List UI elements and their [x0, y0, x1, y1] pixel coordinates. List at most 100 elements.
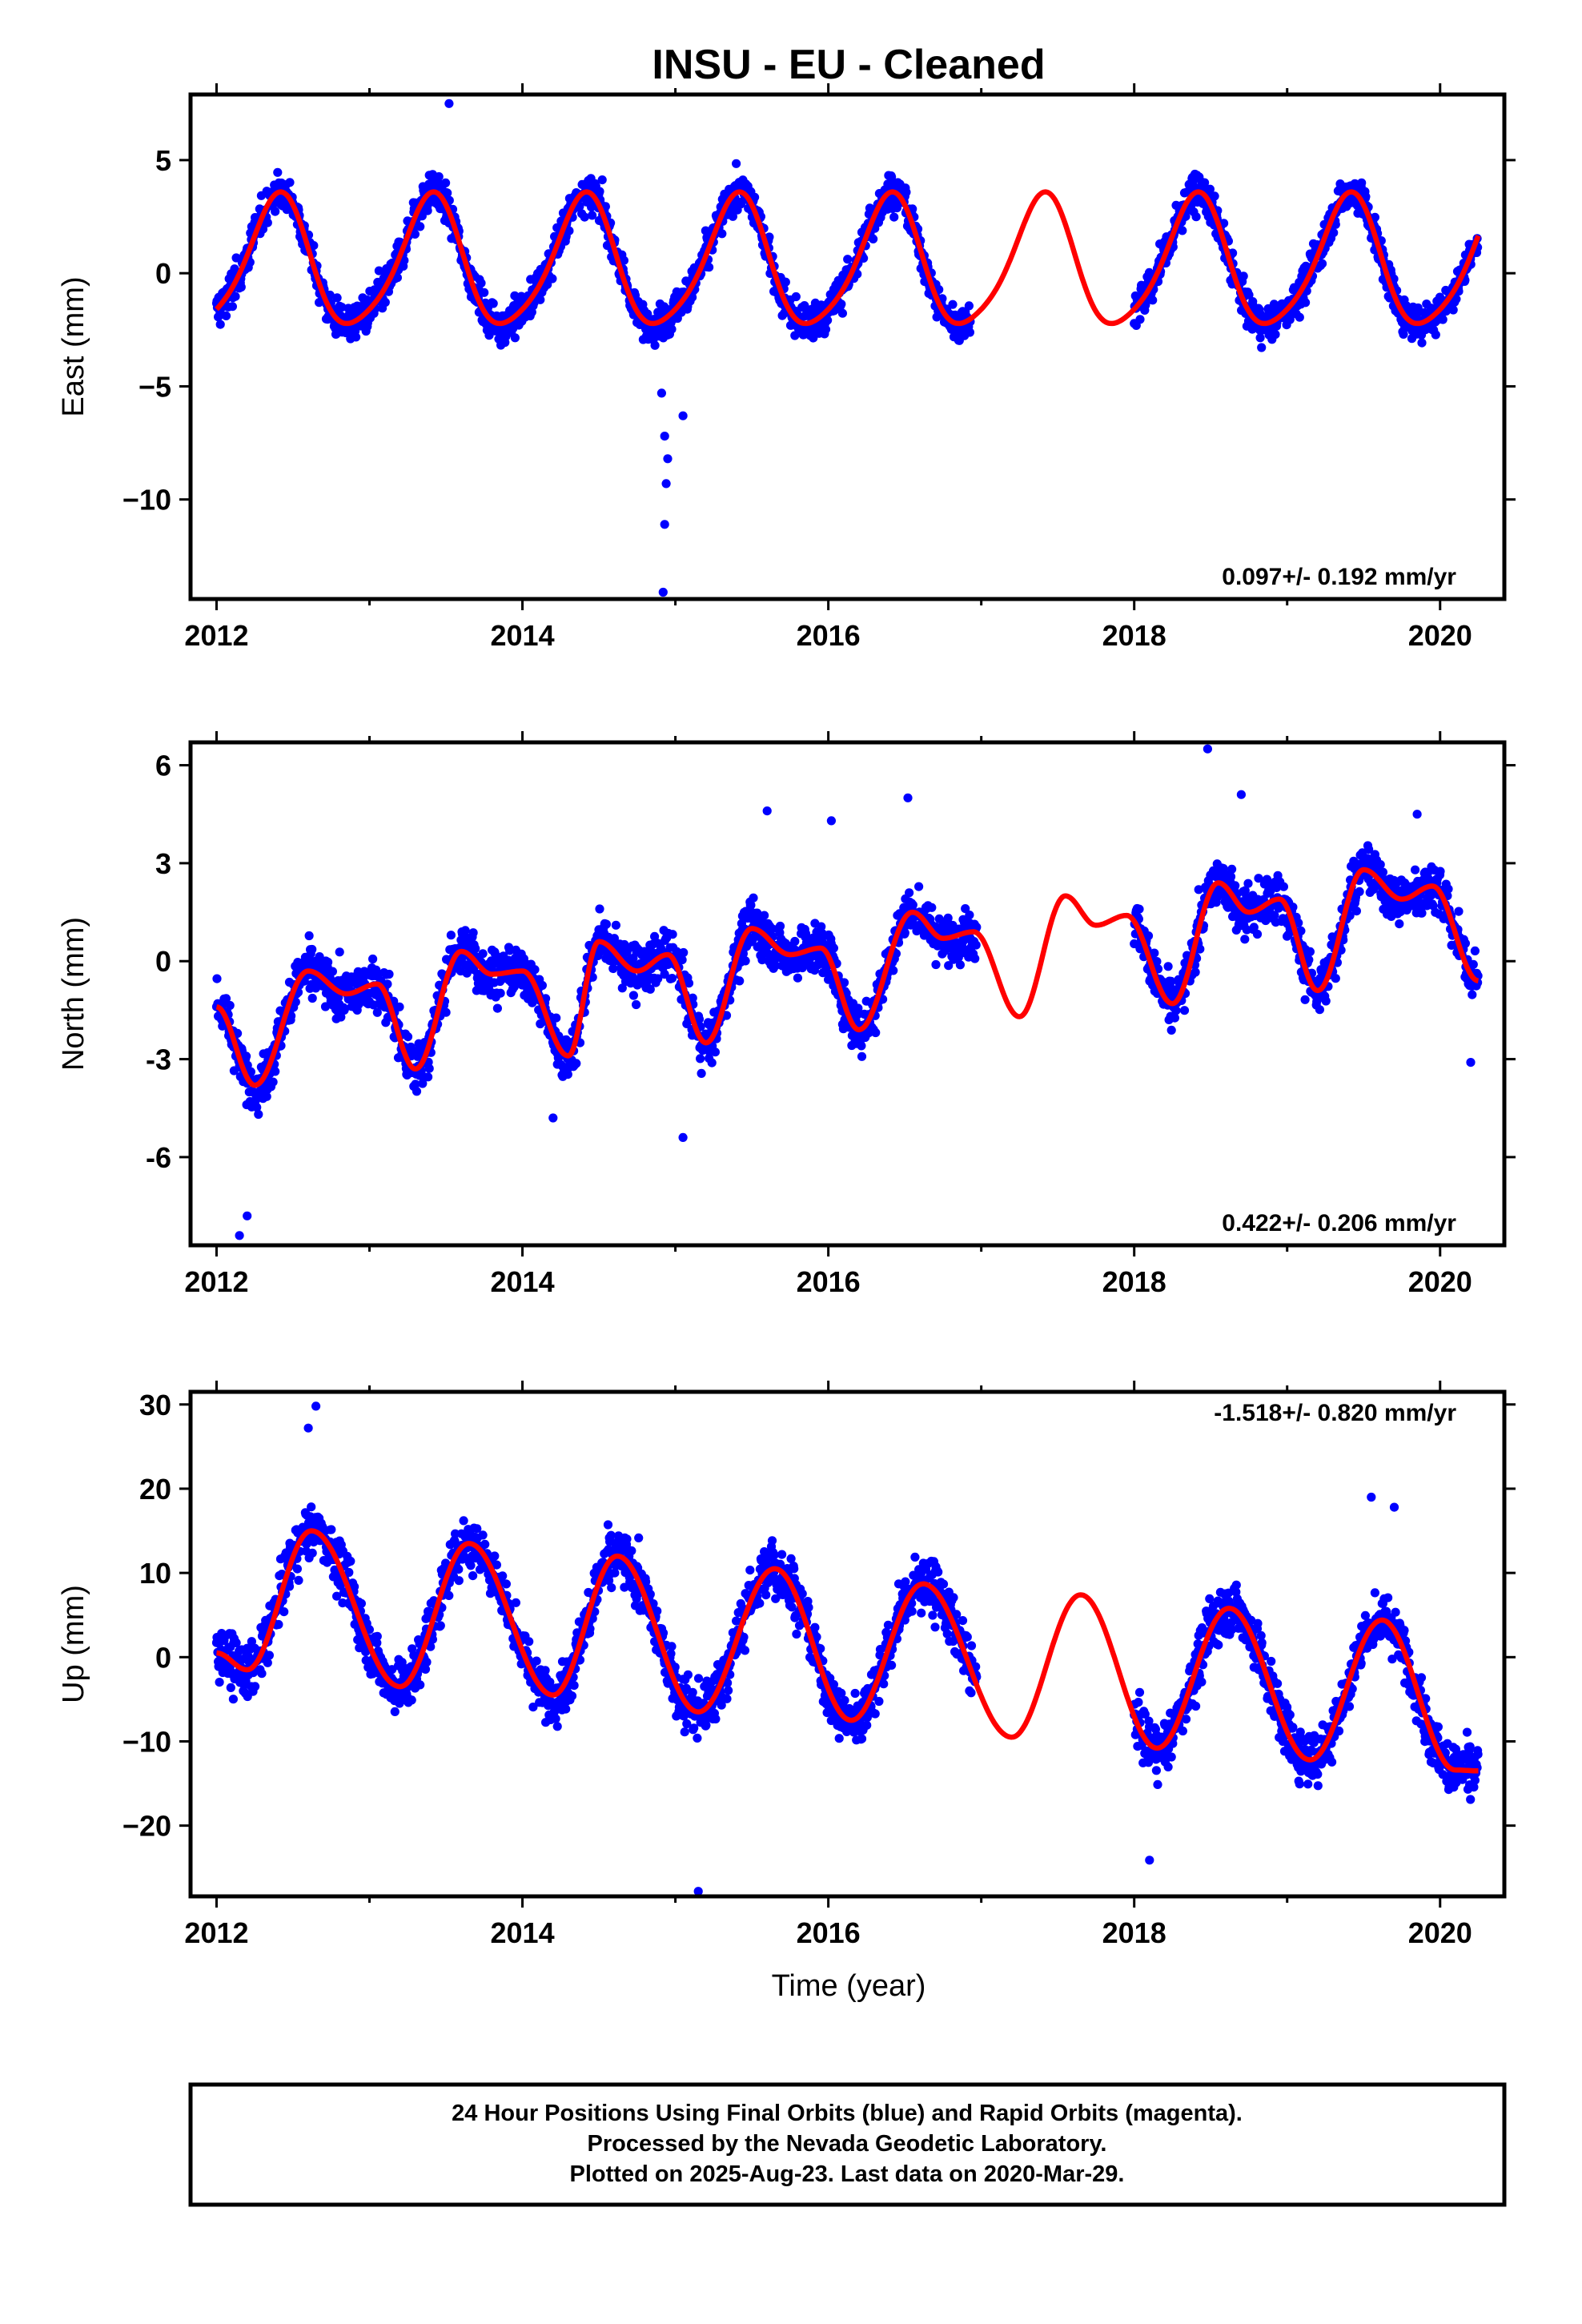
data-point	[1351, 907, 1361, 916]
data-point	[268, 1077, 278, 1087]
chart-title: INSU - EU - Cleaned	[652, 42, 1045, 88]
outlier-point	[1236, 790, 1246, 799]
data-point	[1417, 908, 1427, 918]
east-rate-annotation: 0.097+/- 0.192 mm/yr	[1222, 564, 1456, 590]
data-point	[339, 1004, 350, 1014]
outlier-point	[678, 411, 688, 420]
data-point	[653, 974, 663, 983]
data-point	[707, 1058, 717, 1068]
data-point	[667, 974, 677, 983]
data-point	[617, 983, 627, 993]
outlier-point	[235, 1231, 244, 1240]
data-point	[1417, 338, 1427, 348]
data-point	[1195, 944, 1205, 954]
data-point	[424, 1063, 434, 1073]
outlier-point	[661, 479, 671, 489]
data-point	[1431, 330, 1440, 340]
data-point	[1361, 192, 1371, 202]
data-point	[233, 1028, 243, 1038]
data-point	[423, 206, 432, 215]
data-point	[492, 1003, 503, 1013]
data-point	[793, 973, 803, 983]
data-point	[344, 1567, 354, 1578]
data-point	[307, 1548, 317, 1558]
data-point	[790, 936, 800, 947]
data-point	[384, 969, 394, 979]
data-point	[510, 333, 520, 343]
data-point	[257, 1669, 267, 1679]
data-point	[543, 279, 552, 289]
data-point	[412, 1087, 422, 1096]
data-point	[710, 1047, 721, 1057]
data-point	[721, 1011, 732, 1020]
data-point	[857, 1041, 866, 1051]
outlier-point	[826, 816, 836, 826]
data-point	[374, 266, 383, 275]
outlier-point	[1466, 1058, 1476, 1068]
data-point	[771, 961, 781, 971]
data-point	[287, 1011, 296, 1021]
data-point	[392, 273, 402, 283]
data-point	[705, 263, 714, 272]
east-model-curve	[215, 189, 1481, 327]
data-point	[961, 904, 970, 914]
data-point	[327, 967, 337, 976]
data-point	[1205, 184, 1215, 194]
data-point	[1171, 1006, 1181, 1015]
data-point	[478, 949, 488, 959]
data-point	[965, 328, 974, 337]
data-point	[1166, 976, 1176, 986]
data-point	[869, 234, 878, 243]
data-point	[1355, 887, 1364, 896]
data-point	[1304, 955, 1314, 965]
data-point	[1210, 191, 1219, 201]
data-point	[650, 340, 660, 350]
data-point	[1152, 957, 1162, 967]
data-point	[1448, 305, 1458, 315]
outlier-point	[1203, 744, 1212, 754]
data-point	[694, 1015, 705, 1024]
data-point	[395, 1002, 404, 1011]
data-point	[608, 963, 618, 974]
data-point	[1370, 212, 1379, 222]
data-point	[738, 949, 749, 959]
data-point	[1460, 939, 1470, 948]
data-point	[1305, 947, 1315, 956]
data-point	[871, 1027, 881, 1038]
outlier-point	[903, 793, 913, 802]
data-point	[1378, 867, 1387, 877]
y-tick-label: 0	[155, 257, 171, 290]
data-point	[530, 965, 540, 975]
data-point	[609, 934, 620, 943]
data-point	[628, 991, 639, 1000]
outlier-point	[658, 587, 668, 597]
outlier-point	[656, 388, 667, 398]
data-point	[484, 331, 494, 340]
data-point	[441, 1007, 451, 1017]
data-point	[273, 167, 283, 177]
data-point	[1135, 315, 1145, 324]
data-point	[1317, 259, 1327, 268]
data-point	[575, 202, 584, 211]
data-point	[1411, 865, 1420, 875]
data-point	[1257, 343, 1267, 352]
outlier-point	[444, 99, 454, 108]
data-point	[1288, 903, 1298, 912]
data-point	[790, 331, 800, 340]
data-point	[221, 994, 231, 1003]
data-point	[536, 295, 545, 304]
y-tick-label: 0	[155, 945, 171, 978]
data-point	[1454, 907, 1464, 916]
x-tick-label: 2016	[797, 1265, 861, 1298]
data-point	[1279, 882, 1288, 891]
data-point	[215, 320, 225, 329]
data-point	[595, 904, 604, 914]
data-point	[332, 1591, 342, 1601]
data-point	[597, 175, 607, 185]
data-point	[332, 293, 342, 303]
data-point	[944, 961, 954, 971]
data-point	[829, 943, 838, 953]
data-point	[226, 1683, 235, 1692]
data-point	[471, 943, 480, 954]
data-point	[1219, 219, 1229, 228]
